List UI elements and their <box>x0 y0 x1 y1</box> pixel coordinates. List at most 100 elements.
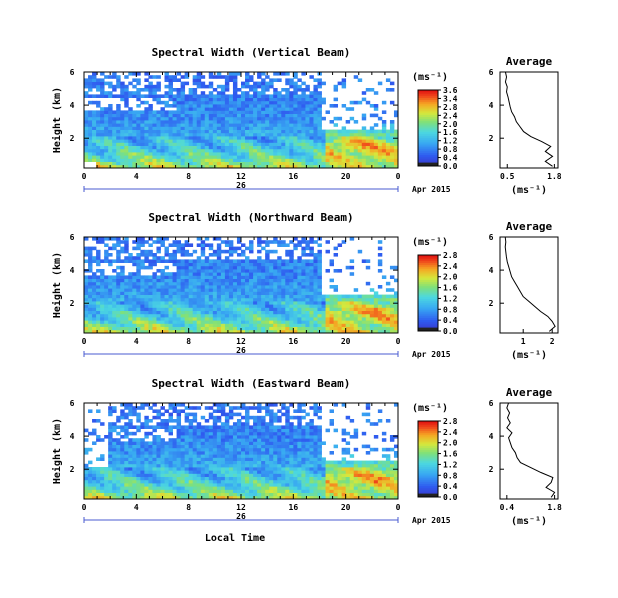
heatmap-cell <box>88 81 93 86</box>
heatmap-cell <box>172 275 177 279</box>
heatmap-cell <box>148 451 153 455</box>
heatmap-cell <box>249 139 254 143</box>
heatmap-cell <box>152 285 157 289</box>
heatmap-cell <box>224 323 230 327</box>
heatmap-cell <box>200 253 206 257</box>
heatmap-cell <box>160 145 165 150</box>
heatmap-cell <box>88 473 93 477</box>
heatmap-cell <box>124 259 129 263</box>
heatmap-cell <box>176 269 182 273</box>
heatmap-cell <box>305 489 310 493</box>
heatmap-cell <box>309 323 314 327</box>
heatmap-cell <box>108 297 113 302</box>
heatmap-cell <box>200 285 206 289</box>
heatmap-cell <box>192 142 198 146</box>
heatmap-cell <box>92 145 97 150</box>
heatmap-cell <box>245 164 250 169</box>
heatmap-cell <box>144 275 149 279</box>
heatmap-cell <box>265 97 270 102</box>
heatmap-cell <box>100 307 105 311</box>
heatmap-cell <box>196 294 202 299</box>
heatmap-cell <box>120 123 125 127</box>
heatmap-cell <box>313 313 318 318</box>
heatmap-cell <box>297 84 302 89</box>
heatmap-cell <box>108 451 113 455</box>
heatmap-cell <box>317 320 322 324</box>
heatmap-cell <box>132 320 137 324</box>
heatmap-cell <box>337 297 343 302</box>
heatmap-cell <box>128 441 133 445</box>
heatmap-cell <box>192 479 198 484</box>
heatmap-cell <box>293 110 298 114</box>
heatmap-cell <box>216 463 222 468</box>
heatmap-cell <box>140 126 145 130</box>
heatmap-cell <box>377 310 383 315</box>
heatmap-cell <box>361 483 367 487</box>
heatmap-cell <box>249 148 254 153</box>
heatmap-cell <box>337 476 343 481</box>
heatmap-cell <box>261 278 266 283</box>
heatmap-cell <box>144 126 149 130</box>
heatmap-cell <box>249 152 254 156</box>
heatmap-cell <box>265 142 270 146</box>
heatmap-cell <box>393 451 399 455</box>
heatmap-cell <box>104 249 109 254</box>
heatmap-cell <box>257 132 262 137</box>
heatmap-cell <box>277 123 282 127</box>
heatmap-cell <box>112 454 117 458</box>
heatmap-cell <box>128 132 133 137</box>
heatmap-cell <box>277 447 282 452</box>
heatmap-cell <box>269 489 274 493</box>
heatmap-cell <box>172 460 177 465</box>
heatmap-cell <box>305 451 310 455</box>
heatmap-cell <box>100 320 105 324</box>
heatmap-cell <box>172 492 177 497</box>
heatmap-cell <box>249 307 254 311</box>
heatmap-cell <box>172 78 177 82</box>
heatmap-cell <box>285 438 290 442</box>
heatmap-cell <box>124 460 129 465</box>
heatmap-cell <box>353 495 359 500</box>
heatmap-cell <box>389 473 395 477</box>
heatmap-cell <box>88 486 93 490</box>
heatmap-cell <box>152 291 157 295</box>
heatmap-cell <box>132 120 137 124</box>
heatmap-cell <box>212 136 218 140</box>
heatmap-cell <box>176 161 182 166</box>
heatmap-cell <box>289 301 294 305</box>
heatmap-cell <box>220 100 226 105</box>
heatmap-cell <box>349 294 355 299</box>
heatmap-cell <box>389 486 395 490</box>
heatmap-cell <box>152 444 157 449</box>
heatmap-cell <box>241 100 246 105</box>
heatmap-cell <box>232 158 238 162</box>
heatmap-cell <box>224 240 230 244</box>
heatmap-cell <box>124 320 129 324</box>
heatmap-cell <box>188 152 194 156</box>
heatmap-cell <box>140 447 145 452</box>
heatmap-cell <box>301 265 306 270</box>
heatmap-cell <box>188 291 194 295</box>
heatmap-cell <box>353 435 359 439</box>
heatmap-cell <box>188 454 194 458</box>
heatmap-cell <box>281 136 286 140</box>
heatmap-cell <box>241 110 246 114</box>
heatmap-cell <box>241 81 246 86</box>
heatmap-cell <box>160 272 165 276</box>
heatmap-cell <box>160 110 165 114</box>
heatmap-cell <box>180 291 186 295</box>
heatmap-cell <box>337 129 343 134</box>
heatmap-cell <box>188 307 194 311</box>
heatmap-cell <box>136 145 141 150</box>
heatmap-cell <box>353 152 359 156</box>
heatmap-cell <box>385 486 391 490</box>
heatmap-cell <box>385 483 391 487</box>
heatmap-cell <box>273 158 278 162</box>
heatmap-cell <box>124 454 129 458</box>
heatmap-cell <box>381 313 387 318</box>
heatmap-cell <box>265 483 270 487</box>
heatmap-cell <box>273 310 278 315</box>
heatmap-cell <box>277 148 282 153</box>
heatmap-cell <box>357 486 363 490</box>
heatmap-cell <box>144 152 149 156</box>
